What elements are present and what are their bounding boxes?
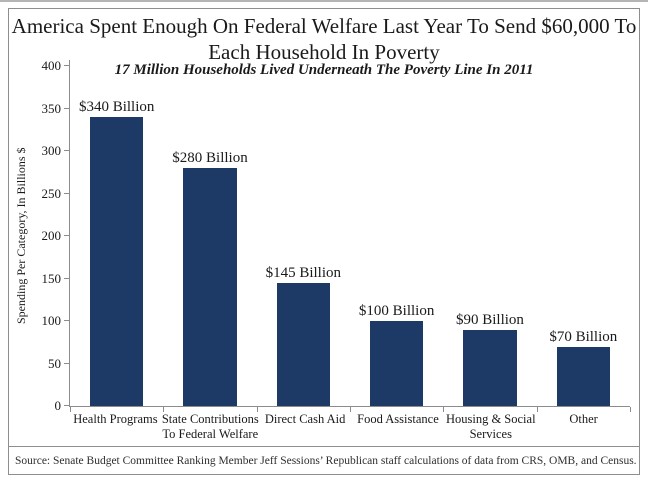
- x-category-label-line: Direct Cash Aid: [264, 412, 346, 426]
- x-category-label-line: Services: [469, 427, 512, 441]
- bar-value-label: $100 Billion: [358, 303, 435, 319]
- chart-title: America Spent Enough On Federal Welfare …: [9, 13, 639, 65]
- x-tick-mark: [536, 407, 538, 412]
- y-tick-label: 50: [48, 355, 61, 371]
- source-strip: Source: Senate Budget Committee Ranking …: [9, 446, 639, 474]
- y-tick-mark: [64, 150, 69, 151]
- y-tick-mark: [64, 362, 69, 364]
- y-axis-tick-marks: [64, 65, 69, 406]
- x-tick-mark: [163, 407, 165, 412]
- bar-column: $145 Billion: [257, 66, 350, 406]
- x-category-label-line: Other: [569, 412, 598, 426]
- x-category-label: Food Assistance: [352, 412, 445, 442]
- bar-value-label: $90 Billion: [456, 311, 524, 328]
- y-tick-label: 150: [41, 270, 62, 286]
- chart-title-line-1: America Spent Enough On Federal Welfare …: [11, 14, 637, 38]
- x-category-label-line: State Contributions: [161, 412, 259, 426]
- bar-columns: $340 Billion $280 Billion $145 Billion $100…: [70, 66, 630, 406]
- chart-title-line-2: Each Household In Poverty: [208, 40, 440, 64]
- y-tick-mark: [64, 320, 69, 321]
- x-tick-mark: [350, 407, 351, 412]
- y-tick-mark: [64, 277, 69, 279]
- y-axis-cap: [69, 60, 70, 66]
- y-tick-label: 400: [41, 58, 62, 73]
- bar: [556, 346, 610, 406]
- bar: [183, 168, 237, 406]
- x-tick-mark: [256, 407, 258, 412]
- y-tick-label: 350: [41, 100, 62, 116]
- bar: [370, 321, 424, 406]
- x-category-label: Housing & Social Services: [444, 412, 537, 442]
- x-category-label-line: Health Programs: [73, 412, 158, 426]
- x-tick-mark: [70, 407, 71, 412]
- chart-region: America Spent Enough On Federal Welfare …: [9, 9, 639, 446]
- chart-subtitle: 17 Million Households Lived Underneath T…: [114, 62, 534, 78]
- plot-area: $340 Billion $280 Billion $145 Billion $100…: [69, 60, 631, 412]
- y-axis-tick-labels: 0 50 100 150 200 250 300 350 400: [9, 59, 62, 413]
- bar: [463, 329, 517, 406]
- x-axis-labels: Health Programs State Contributions To Fed…: [69, 412, 630, 442]
- y-tick-mark: [64, 107, 69, 109]
- y-tick-label: 300: [41, 143, 62, 158]
- y-tick-mark: [64, 192, 69, 194]
- x-category-label-line: Housing & Social: [445, 412, 536, 426]
- x-tick-mark: [630, 407, 631, 412]
- y-tick-label: 100: [41, 313, 62, 328]
- bar-column: $90 Billion: [443, 66, 536, 406]
- x-category-label-line: To Federal Welfare: [162, 427, 259, 441]
- x-category-label: Direct Cash Aid: [259, 412, 352, 442]
- chart-frame: America Spent Enough On Federal Welfare …: [8, 8, 640, 475]
- x-category-label: State Contributions To Federal Welfare: [162, 412, 259, 442]
- bar-value-label: $145 Billion: [265, 264, 342, 281]
- x-category-label-line: Food Assistance: [357, 412, 439, 426]
- x-tick-mark: [443, 407, 445, 412]
- window-edge: [0, 0, 648, 2]
- y-tick-mark: [64, 235, 69, 236]
- y-tick-mark: [64, 65, 69, 66]
- bar-column: $70 Billion: [537, 66, 630, 406]
- y-tick-label: 0: [54, 398, 62, 413]
- x-category-label: Other: [537, 412, 630, 442]
- bar-value-label: $70 Billion: [549, 328, 618, 345]
- source-text: Source: Senate Budget Committee Ranking …: [15, 454, 637, 467]
- x-category-label: Health Programs: [69, 412, 162, 442]
- bar-value-label: $340 Billion: [78, 99, 155, 115]
- y-tick-mark: [64, 405, 69, 406]
- y-tick-label: 250: [41, 185, 62, 201]
- y-tick-label: 200: [41, 228, 62, 243]
- bar: [276, 282, 330, 406]
- bar-column: $100 Billion: [350, 66, 443, 406]
- bar-value-label: $280 Billion: [172, 150, 248, 166]
- bar: [90, 117, 144, 406]
- bar-column: $340 Billion: [70, 66, 163, 406]
- bar-column: $280 Billion: [163, 66, 256, 406]
